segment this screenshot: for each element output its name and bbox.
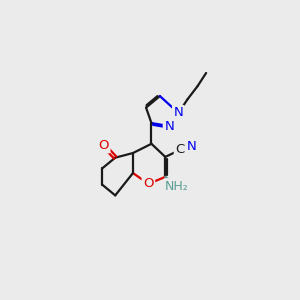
Text: O: O <box>143 177 154 190</box>
Text: N: N <box>187 140 196 153</box>
Text: O: O <box>98 139 109 152</box>
Text: N: N <box>173 106 183 119</box>
Text: NH₂: NH₂ <box>165 180 189 193</box>
Text: N: N <box>164 120 174 133</box>
Text: C: C <box>175 143 184 157</box>
